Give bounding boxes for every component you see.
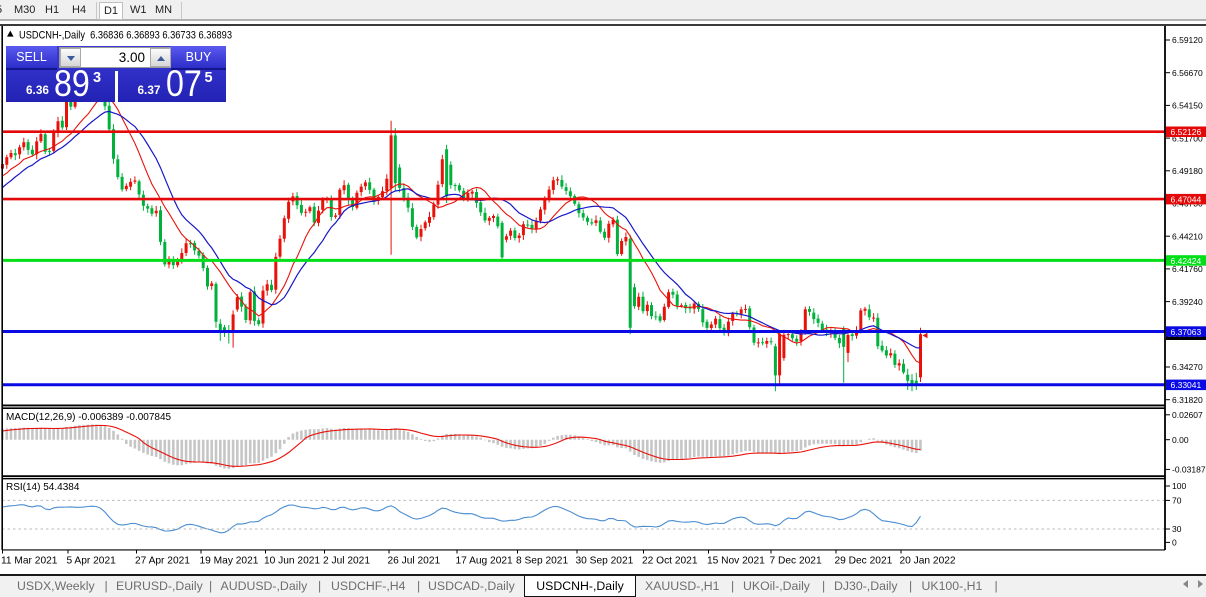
svg-text:70: 70 bbox=[1172, 496, 1182, 506]
svg-text:6.44210: 6.44210 bbox=[1172, 231, 1203, 241]
svg-text:30 Sep 2021: 30 Sep 2021 bbox=[576, 555, 634, 566]
svg-text:5 Apr 2021: 5 Apr 2021 bbox=[67, 555, 117, 566]
svg-text:MACD(12,26,9) -0.006389 -0.007: MACD(12,26,9) -0.006389 -0.007845 bbox=[6, 412, 172, 423]
svg-text:6.54150: 6.54150 bbox=[1172, 101, 1203, 111]
svg-text:26 Jul 2021: 26 Jul 2021 bbox=[388, 555, 441, 566]
svg-text:6.39240: 6.39240 bbox=[1172, 297, 1203, 307]
svg-text:6.52126: 6.52126 bbox=[1171, 127, 1202, 137]
svg-text:6.37063: 6.37063 bbox=[1171, 327, 1202, 337]
svg-text:29 Dec 2021: 29 Dec 2021 bbox=[835, 555, 893, 566]
svg-text:0: 0 bbox=[1172, 538, 1177, 548]
svg-text:100: 100 bbox=[1172, 481, 1186, 491]
svg-text:0.02607: 0.02607 bbox=[1172, 410, 1203, 420]
svg-text:6.34270: 6.34270 bbox=[1172, 362, 1203, 372]
svg-text:RSI(14) 54.4384: RSI(14) 54.4384 bbox=[6, 482, 80, 493]
svg-text:0.00: 0.00 bbox=[1172, 435, 1189, 445]
svg-text:30: 30 bbox=[1172, 524, 1182, 534]
svg-text:19 May 2021: 19 May 2021 bbox=[200, 555, 259, 566]
svg-text:6.42424: 6.42424 bbox=[1171, 256, 1202, 266]
svg-text:10 Jun 2021: 10 Jun 2021 bbox=[264, 555, 320, 566]
svg-text:6.51700: 6.51700 bbox=[1172, 133, 1203, 143]
svg-text:6.47044: 6.47044 bbox=[1171, 195, 1202, 205]
svg-text:6.56670: 6.56670 bbox=[1172, 68, 1203, 78]
svg-text:27 Apr 2021: 27 Apr 2021 bbox=[135, 555, 190, 566]
svg-text:11 Mar 2021: 11 Mar 2021 bbox=[1, 555, 58, 566]
svg-text:6.41760: 6.41760 bbox=[1172, 264, 1203, 274]
svg-text:6.31820: 6.31820 bbox=[1172, 395, 1203, 405]
svg-text:6.49180: 6.49180 bbox=[1172, 166, 1203, 176]
svg-text:6.33041: 6.33041 bbox=[1171, 380, 1202, 390]
svg-text:6.59120: 6.59120 bbox=[1172, 35, 1203, 45]
svg-text:17 Aug 2021: 17 Aug 2021 bbox=[456, 555, 514, 566]
svg-text:USDCNH-,Daily 6.36836 6.36893: USDCNH-,Daily 6.36836 6.36893 6.36733 6.… bbox=[19, 30, 232, 42]
svg-text:7 Dec 2021: 7 Dec 2021 bbox=[770, 555, 822, 566]
svg-text:2 Jul 2021: 2 Jul 2021 bbox=[323, 555, 370, 566]
svg-text:-0.03187: -0.03187 bbox=[1172, 465, 1206, 475]
svg-text:15 Nov 2021: 15 Nov 2021 bbox=[707, 555, 765, 566]
svg-text:20 Jan 2022: 20 Jan 2022 bbox=[900, 555, 956, 566]
svg-text:8 Sep 2021: 8 Sep 2021 bbox=[516, 555, 568, 566]
svg-text:22 Oct 2021: 22 Oct 2021 bbox=[642, 555, 698, 566]
